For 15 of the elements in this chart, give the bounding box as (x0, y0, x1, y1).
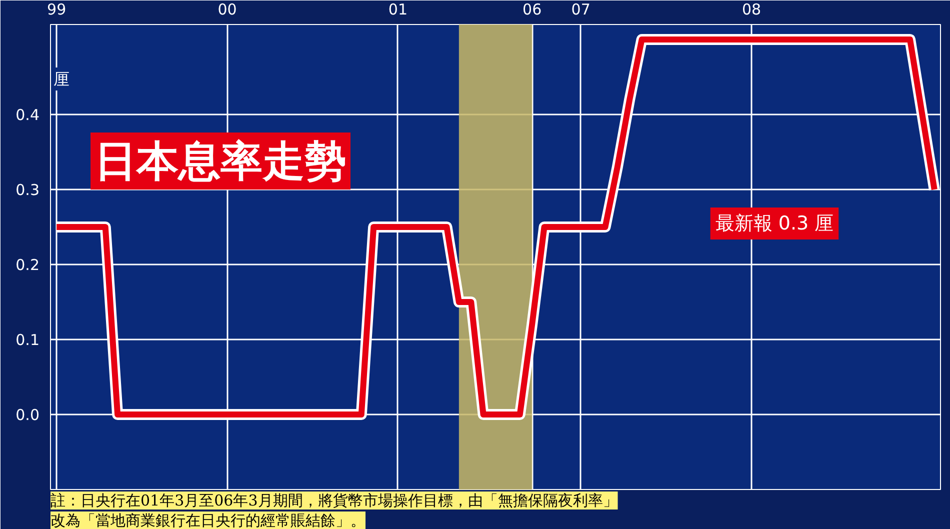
x-tick-label: 01 (388, 0, 408, 18)
x-tick-label: 00 (218, 0, 237, 18)
text: 日本息率走勢 (94, 136, 346, 186)
text: 註：日央行在01年3月至06年3月期間，將貨幣市場操作目標，由「無擔保隔夜利率」改為「當地商業銀行在日央行的經常賬結餘」。 (50, 492, 618, 529)
x-tick-label: 07 (571, 0, 590, 18)
annotation: 最新報 0.3 厘 (715, 212, 834, 234)
x-tick-label: 06 (522, 0, 542, 18)
x-tick-label: 08 (742, 0, 762, 18)
y-tick-label: 0.4 (16, 106, 40, 124)
y-tick-label: 0.1 (16, 331, 40, 349)
y-tick-label: 0.0 (16, 406, 40, 424)
y-tick-label: 0.2 (16, 256, 40, 274)
y-tick-label: 0.3 (16, 181, 40, 199)
y-axis-title: 厘 (54, 70, 70, 88)
x-tick-label: 99 (47, 0, 66, 18)
